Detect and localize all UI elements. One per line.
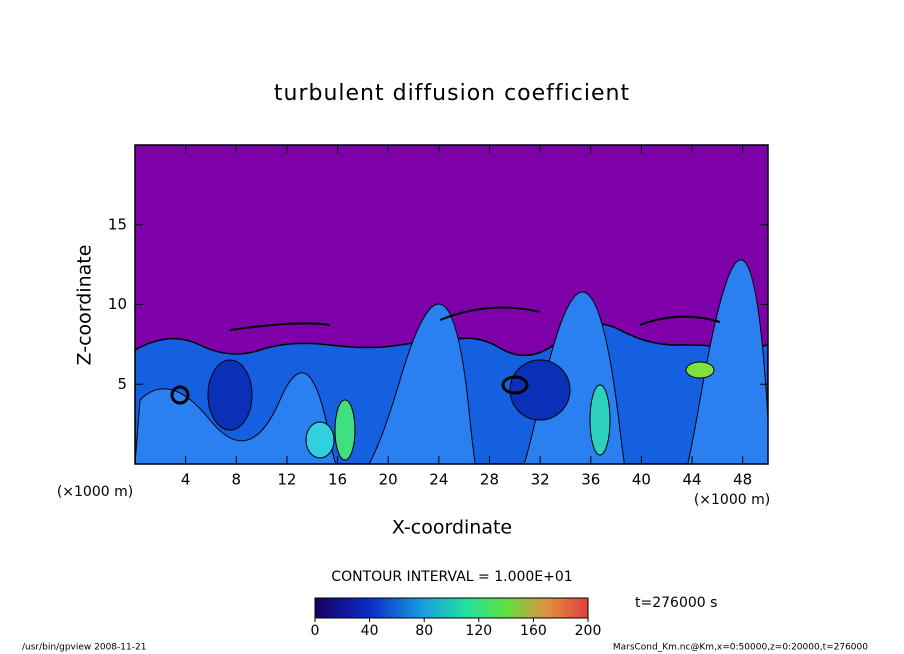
y-tick-label: 10 <box>108 295 127 313</box>
x-tick-label: 4 <box>181 471 191 489</box>
x-tick-label: 44 <box>682 471 701 489</box>
colorbar-tick-label: 160 <box>520 623 547 639</box>
x-axis-label: X-coordinate <box>392 517 512 539</box>
x-tick-label: 20 <box>379 471 398 489</box>
y-axis-label: Z-coordinate <box>74 245 96 366</box>
time-label: t=276000 s <box>635 595 717 611</box>
y-tick-label: 5 <box>117 375 127 393</box>
x-tick-label: 12 <box>277 471 296 489</box>
contour-interval: CONTOUR INTERVAL = 1.000E+01 <box>331 569 572 585</box>
x-unit-label: (×1000 m) <box>694 492 770 508</box>
x-tick-label: 32 <box>531 471 550 489</box>
footer-right: MarsCond_Km.nc@Km,x=0:50000,z=0:20000,t=… <box>613 643 868 653</box>
x-tick-label: 16 <box>328 471 347 489</box>
chart-title: turbulent diffusion coefficient <box>274 81 630 106</box>
field <box>135 145 768 464</box>
colorbar <box>314 597 589 619</box>
x-tick-label: 24 <box>429 471 448 489</box>
x-unit-label: (×1000 m) <box>57 484 133 500</box>
x-tick-label: 36 <box>581 471 600 489</box>
y-tick-label: 15 <box>108 215 127 233</box>
footer-left: /usr/bin/gpview 2008-11-21 <box>22 643 146 653</box>
x-tick-label: 28 <box>480 471 499 489</box>
colorbar-tick-label: 200 <box>575 623 602 639</box>
x-tick-label: 40 <box>632 471 651 489</box>
x-tick-label: 48 <box>733 471 752 489</box>
colorbar-tick-label: 0 <box>311 623 320 639</box>
x-tick-label: 8 <box>232 471 242 489</box>
colorbar-tick-label: 80 <box>415 623 433 639</box>
colorbar-tick-label: 40 <box>361 623 379 639</box>
colorbar-tick-label: 120 <box>465 623 492 639</box>
